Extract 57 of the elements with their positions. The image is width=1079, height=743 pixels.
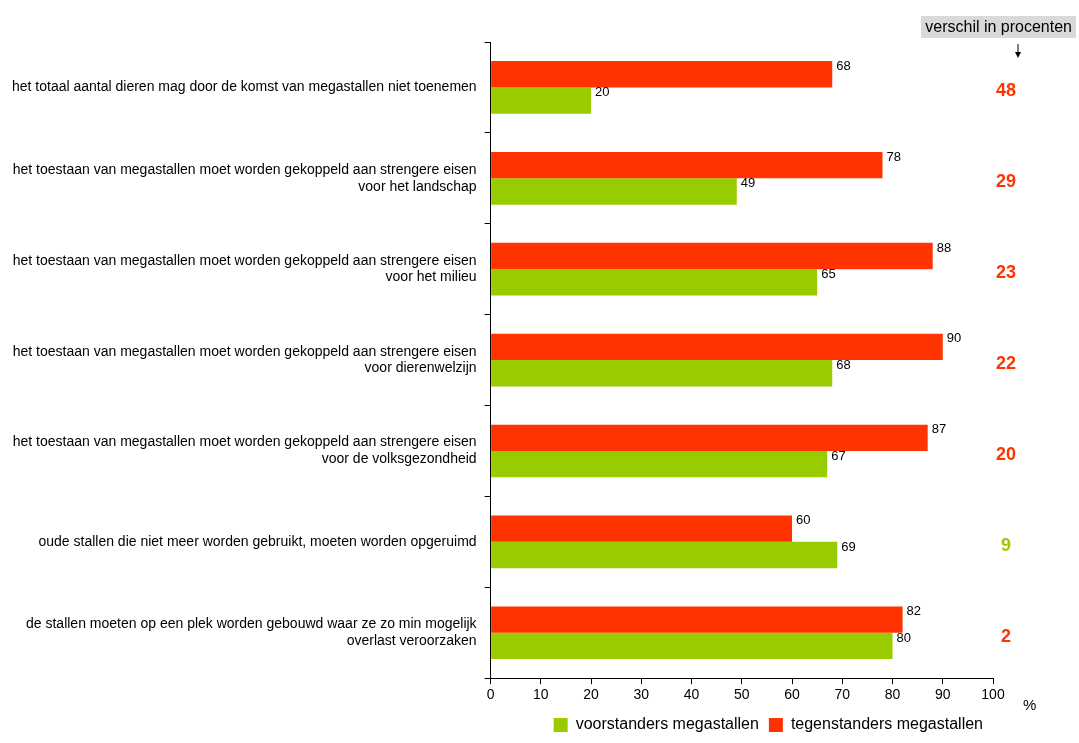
data-label: 68: [836, 57, 851, 73]
x-tick-label: 50: [734, 686, 750, 703]
x-tick-label: 70: [834, 686, 851, 703]
x-axis-title: %: [1023, 696, 1037, 714]
data-label: 67: [831, 447, 846, 463]
data-label: 65: [821, 265, 836, 281]
text: 29: [995, 171, 1017, 192]
data-label: 60: [796, 512, 811, 528]
text: 23: [995, 262, 1017, 283]
bar: [491, 606, 903, 633]
bar: [491, 242, 933, 270]
data-label: 87: [931, 421, 947, 437]
bar: [491, 424, 928, 451]
bar: [491, 632, 893, 660]
x-tick-label: 0: [486, 686, 495, 703]
x-tick-label: 40: [683, 686, 700, 703]
text: 22: [995, 353, 1017, 374]
x-tick-label: 100: [981, 686, 1005, 703]
data-label: 90: [946, 330, 962, 346]
bar: [491, 178, 737, 205]
bar: [491, 269, 818, 296]
bar: [491, 333, 943, 361]
legend-label: voorstanders megastallen: [575, 715, 759, 733]
data-label: 68: [836, 356, 851, 372]
bar: [491, 541, 838, 569]
y-tick-label: het totaal aantal dieren mag door de komst van megastallen niet toenemen: [12, 78, 477, 95]
bar: [491, 450, 828, 478]
y-tick-label: de stallen moeten op een plek worden gebouwd waar ze zo min mogelijk overlast veroorzaken: [26, 615, 478, 649]
data-label: 69: [841, 538, 856, 554]
bar: [491, 87, 592, 114]
text: 2: [1000, 625, 1012, 646]
y-tick-label: het toestaan van megastallen moet worden gekoppeld aan strengere eisen voor het milieu: [12, 251, 477, 285]
text: 48: [995, 80, 1017, 101]
text: 9: [1000, 534, 1012, 555]
y-tick-label: oude stallen die niet meer worden gebruikt, moeten worden opgeruimd: [38, 532, 477, 549]
text: 20: [995, 443, 1017, 464]
bar: [491, 515, 793, 542]
bar: [491, 151, 883, 179]
data-label: 80: [896, 629, 911, 645]
text: verschil in procenten: [921, 16, 1076, 38]
x-tick-label: 10: [533, 686, 549, 703]
legend-label: tegenstanders megastallen: [790, 715, 983, 733]
bar: [491, 360, 833, 387]
x-tick-label: 20: [583, 686, 600, 703]
y-tick-label: het toestaan van megastallen moet worden gekoppeld aan strengere eisen voor dierenwelzijn: [12, 342, 477, 376]
data-label: 82: [906, 603, 922, 619]
data-label: 88: [936, 239, 952, 255]
x-tick-label: 30: [633, 686, 650, 703]
data-label: 78: [886, 148, 901, 164]
data-label: 49: [740, 175, 756, 191]
y-tick-label: het toestaan van megastallen moet worden gekoppeld aan strengere eisen voor het landschap: [12, 160, 477, 194]
bar: [491, 61, 833, 88]
x-tick-label: 60: [784, 686, 801, 703]
x-tick-label: 90: [934, 686, 951, 703]
y-tick-label: het toestaan van megastallen moet worden gekoppeld aan strengere eisen voor de volksgezondheid: [12, 433, 477, 467]
x-tick-label: 80: [884, 686, 901, 703]
data-label: 20: [595, 84, 610, 100]
